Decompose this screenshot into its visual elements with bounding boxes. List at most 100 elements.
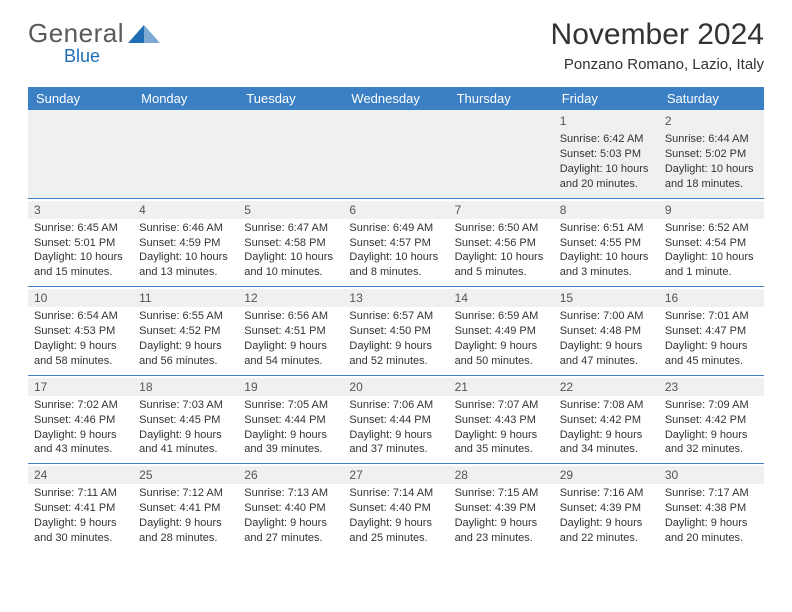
- day-header: Thursday: [449, 87, 554, 110]
- daylight-text: Daylight: 10 hours: [455, 250, 548, 265]
- daylight-text: Daylight: 10 hours: [349, 250, 442, 265]
- daylight-text: and 1 minute.: [665, 265, 758, 280]
- calendar-week: 3Sunrise: 6:45 AMSunset: 5:01 PMDaylight…: [28, 198, 764, 287]
- daylight-text: Daylight: 10 hours: [244, 250, 337, 265]
- calendar-cell: [133, 110, 238, 198]
- sunset-text: Sunset: 4:47 PM: [665, 324, 758, 339]
- calendar-cell: [449, 110, 554, 198]
- sunset-text: Sunset: 4:41 PM: [34, 501, 127, 516]
- day-header: Tuesday: [238, 87, 343, 110]
- day-number: 29: [554, 466, 659, 484]
- sunrise-text: Sunrise: 6:42 AM: [560, 132, 653, 147]
- sunrise-text: Sunrise: 7:11 AM: [34, 486, 127, 501]
- sunrise-text: Sunrise: 7:02 AM: [34, 398, 127, 413]
- day-number: 26: [238, 466, 343, 484]
- daylight-text: Daylight: 9 hours: [139, 428, 232, 443]
- daylight-text: and 35 minutes.: [455, 442, 548, 457]
- calendar-cell: 9Sunrise: 6:52 AMSunset: 4:54 PMDaylight…: [659, 198, 764, 287]
- sunset-text: Sunset: 4:44 PM: [244, 413, 337, 428]
- daylight-text: Daylight: 9 hours: [139, 516, 232, 531]
- sunrise-text: Sunrise: 6:45 AM: [34, 221, 127, 236]
- sunset-text: Sunset: 4:59 PM: [139, 236, 232, 251]
- daylight-text: and 34 minutes.: [560, 442, 653, 457]
- calendar-cell: [238, 110, 343, 198]
- day-header: Friday: [554, 87, 659, 110]
- day-number: 20: [343, 378, 448, 396]
- daylight-text: and 39 minutes.: [244, 442, 337, 457]
- sunrise-text: Sunrise: 6:49 AM: [349, 221, 442, 236]
- calendar-cell: 13Sunrise: 6:57 AMSunset: 4:50 PMDayligh…: [343, 287, 448, 376]
- calendar-cell: 17Sunrise: 7:02 AMSunset: 4:46 PMDayligh…: [28, 375, 133, 464]
- brand-name: General: [28, 18, 124, 49]
- daylight-text: Daylight: 9 hours: [560, 428, 653, 443]
- daylight-text: and 20 minutes.: [665, 531, 758, 546]
- day-number: 23: [659, 378, 764, 396]
- daylight-text: Daylight: 10 hours: [34, 250, 127, 265]
- calendar-cell: 1Sunrise: 6:42 AMSunset: 5:03 PMDaylight…: [554, 110, 659, 198]
- day-number: 13: [343, 289, 448, 307]
- calendar-cell: 14Sunrise: 6:59 AMSunset: 4:49 PMDayligh…: [449, 287, 554, 376]
- daylight-text: and 5 minutes.: [455, 265, 548, 280]
- calendar-cell: 11Sunrise: 6:55 AMSunset: 4:52 PMDayligh…: [133, 287, 238, 376]
- daylight-text: and 3 minutes.: [560, 265, 653, 280]
- daylight-text: Daylight: 9 hours: [34, 516, 127, 531]
- calendar-cell: 3 Sunrise: 6:45 AMSunset: 5:01 PMDaylight…: [28, 198, 133, 287]
- day-number: 24: [28, 466, 133, 484]
- sunrise-text: Sunrise: 7:12 AM: [139, 486, 232, 501]
- sunset-text: Sunset: 4:41 PM: [139, 501, 232, 516]
- sunrise-text: Sunrise: 7:09 AM: [665, 398, 758, 413]
- daylight-text: Daylight: 9 hours: [244, 428, 337, 443]
- daylight-text: Daylight: 10 hours: [560, 162, 653, 177]
- daylight-text: and 23 minutes.: [455, 531, 548, 546]
- sunrise-text: Sunrise: 7:03 AM: [139, 398, 232, 413]
- day-header: Wednesday: [343, 87, 448, 110]
- sunrise-text: Sunrise: 6:55 AM: [139, 309, 232, 324]
- sunrise-text: Sunrise: 6:57 AM: [349, 309, 442, 324]
- calendar-cell: 18 Sunrise: 7:03 AMSunset: 4:45 PMDayligh…: [133, 375, 238, 464]
- sunrise-text: Sunrise: 6:51 AM: [560, 221, 653, 236]
- calendar-cell: 15Sunrise: 7:00 AMSunset: 4:48 PMDayligh…: [554, 287, 659, 376]
- sunset-text: Sunset: 4:40 PM: [244, 501, 337, 516]
- sunset-text: Sunset: 4:39 PM: [560, 501, 653, 516]
- sunset-text: Sunset: 4:39 PM: [455, 501, 548, 516]
- daylight-text: Daylight: 9 hours: [455, 428, 548, 443]
- sunrise-text: Sunrise: 7:05 AM: [244, 398, 337, 413]
- brand-accent-word: Blue: [64, 46, 100, 67]
- day-number: 25: [133, 466, 238, 484]
- sunset-text: Sunset: 4:42 PM: [560, 413, 653, 428]
- day-number: 3: [28, 201, 133, 219]
- day-number: 19: [238, 378, 343, 396]
- day-number: 18: [133, 378, 238, 396]
- sunrise-text: Sunrise: 7:00 AM: [560, 309, 653, 324]
- sunrise-text: Sunrise: 7:15 AM: [455, 486, 548, 501]
- calendar-cell: 23Sunrise: 7:09 AMSunset: 4:42 PMDayligh…: [659, 375, 764, 464]
- daylight-text: Daylight: 9 hours: [349, 428, 442, 443]
- sunset-text: Sunset: 5:01 PM: [34, 236, 127, 251]
- daylight-text: Daylight: 9 hours: [560, 516, 653, 531]
- daylight-text: and 28 minutes.: [139, 531, 232, 546]
- day-number: 16: [659, 289, 764, 307]
- calendar-cell: 5Sunrise: 6:47 AMSunset: 4:58 PMDaylight…: [238, 198, 343, 287]
- day-number: 11: [133, 289, 238, 307]
- daylight-text: and 45 minutes.: [665, 354, 758, 369]
- daylight-text: and 13 minutes.: [139, 265, 232, 280]
- sunset-text: Sunset: 4:45 PM: [139, 413, 232, 428]
- day-number: 1: [560, 112, 653, 130]
- daylight-text: Daylight: 10 hours: [665, 250, 758, 265]
- calendar-cell: 10Sunrise: 6:54 AMSunset: 4:53 PMDayligh…: [28, 287, 133, 376]
- daylight-text: Daylight: 10 hours: [139, 250, 232, 265]
- sunset-text: Sunset: 4:44 PM: [349, 413, 442, 428]
- sunset-text: Sunset: 4:42 PM: [665, 413, 758, 428]
- calendar-cell: [28, 110, 133, 198]
- daylight-text: Daylight: 9 hours: [665, 516, 758, 531]
- daylight-text: and 25 minutes.: [349, 531, 442, 546]
- day-number: 4: [133, 201, 238, 219]
- sunrise-text: Sunrise: 6:50 AM: [455, 221, 548, 236]
- calendar-week: 17Sunrise: 7:02 AMSunset: 4:46 PMDayligh…: [28, 375, 764, 464]
- calendar-week: 24Sunrise: 7:11 AMSunset: 4:41 PMDayligh…: [28, 464, 764, 552]
- daylight-text: Daylight: 9 hours: [560, 339, 653, 354]
- sunrise-text: Sunrise: 7:17 AM: [665, 486, 758, 501]
- calendar-table: SundayMondayTuesdayWednesdayThursdayFrid…: [28, 87, 764, 552]
- sunrise-text: Sunrise: 7:16 AM: [560, 486, 653, 501]
- calendar-cell: 22Sunrise: 7:08 AMSunset: 4:42 PMDayligh…: [554, 375, 659, 464]
